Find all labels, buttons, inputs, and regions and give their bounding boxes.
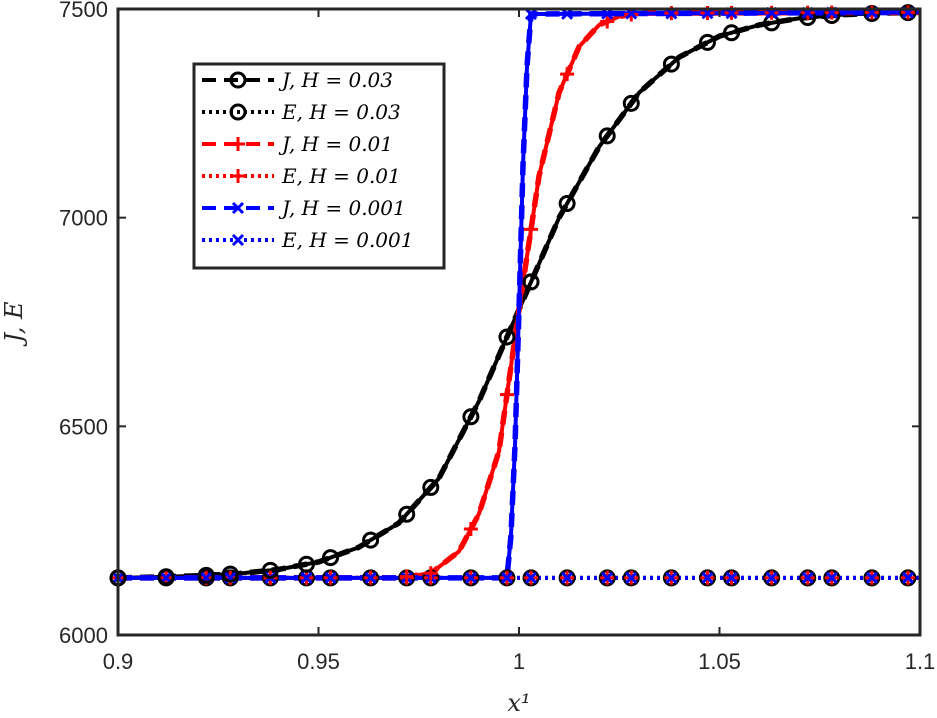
data-point	[665, 571, 678, 584]
data-point	[901, 571, 915, 584]
legend-label: J, H = 0.01	[278, 132, 393, 156]
marker-layer	[109, 4, 917, 587]
legend-box	[192, 62, 446, 270]
legend-label: J, H = 0.001	[278, 196, 406, 220]
data-point	[499, 387, 514, 402]
x-axis-label: x¹	[507, 689, 530, 717]
data-point	[463, 521, 478, 536]
data-point	[765, 571, 778, 584]
data-point	[362, 531, 380, 549]
y-tick-label: 6000	[59, 623, 108, 648]
data-point	[524, 7, 538, 21]
data-point	[701, 571, 714, 584]
data-point	[662, 55, 680, 73]
data-point	[524, 222, 539, 237]
legend-marker	[229, 103, 247, 121]
data-point	[261, 561, 279, 579]
data-point	[324, 571, 337, 584]
legend-label: E, H = 0.01	[281, 164, 401, 188]
legend-marker	[231, 169, 245, 183]
legend-label: E, H = 0.001	[281, 228, 413, 252]
data-point	[197, 566, 215, 584]
x-tick-label: 1	[513, 649, 525, 674]
data-point	[297, 555, 315, 573]
data-point	[625, 571, 638, 584]
data-point	[422, 478, 440, 496]
legend-marker	[231, 201, 245, 215]
data-point	[399, 569, 414, 584]
data-point	[825, 571, 838, 584]
data-point	[500, 571, 514, 584]
data-point	[221, 565, 239, 583]
data-point	[524, 571, 538, 584]
data-point	[423, 566, 438, 581]
legend-item: J, H = 0.03	[202, 68, 393, 92]
y-tick-label: 7500	[59, 0, 108, 22]
y-tick-label: 6500	[59, 414, 108, 439]
legend-marker	[229, 71, 247, 89]
x-axis: 0.9 0.95 1 1.05 1.1	[103, 9, 936, 674]
legend-label: E, H = 0.03	[281, 100, 401, 124]
data-point	[725, 571, 738, 584]
data-point	[698, 33, 716, 51]
legend-marker	[231, 137, 245, 151]
data-point	[561, 571, 574, 584]
series-line	[118, 9, 921, 581]
data-point	[622, 94, 640, 112]
x-tick-label: 0.9	[103, 649, 134, 674]
y-axis: 6000 6500 7000 7500	[59, 0, 920, 648]
x-tick-label: 0.95	[297, 649, 340, 674]
data-point	[600, 14, 615, 29]
data-point	[801, 571, 814, 584]
data-point	[561, 7, 574, 20]
data-point	[598, 127, 616, 145]
data-point	[865, 571, 878, 584]
legend-marker	[231, 233, 245, 247]
data-point	[464, 571, 477, 584]
data-point	[157, 568, 175, 586]
y-tick-label: 7000	[59, 206, 108, 231]
data-point	[601, 571, 614, 584]
legend-item: J, H = 0.01	[202, 132, 393, 156]
data-point	[558, 194, 576, 212]
data-point	[322, 549, 340, 567]
y-axis-label: J, E	[0, 301, 28, 347]
legend-item: J, H = 0.001	[202, 196, 406, 220]
data-point	[398, 505, 416, 523]
x-tick-label: 1.05	[698, 649, 741, 674]
data-point	[723, 24, 741, 42]
legend-item: E, H = 0.001	[202, 228, 413, 252]
legend-item: E, H = 0.03	[202, 100, 401, 124]
series-layer	[117, 9, 921, 581]
legend-label: J, H = 0.03	[278, 68, 393, 92]
data-point	[560, 67, 575, 82]
x-tick-label: 1.1	[905, 649, 936, 674]
data-point	[462, 408, 480, 426]
data-point	[300, 571, 313, 584]
data-point	[364, 571, 377, 584]
legend: J, H = 0.03 E, H = 0.03 J, H = 0.01 E, H = …	[192, 62, 446, 270]
legend-item: E, H = 0.01	[202, 164, 401, 188]
data-point	[498, 328, 516, 346]
data-point	[522, 273, 540, 291]
